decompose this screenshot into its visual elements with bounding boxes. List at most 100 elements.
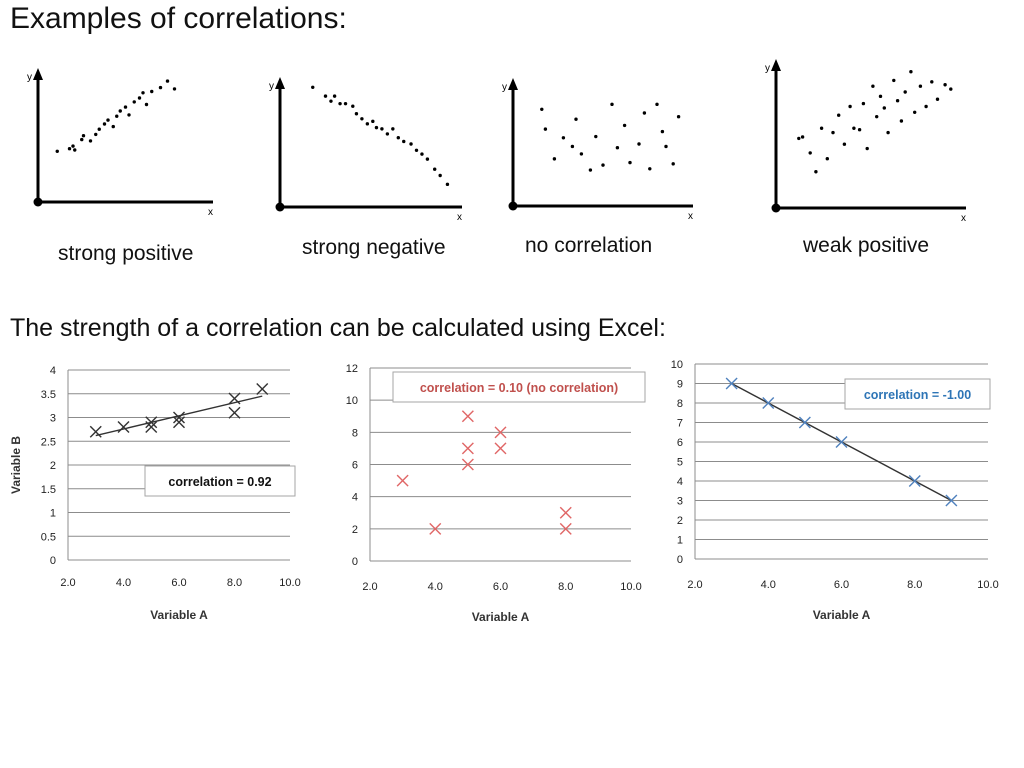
marker-stroke <box>494 426 507 439</box>
excel-heading: The strength of a correlation can be cal… <box>10 314 666 342</box>
data-point <box>892 78 896 83</box>
y-tick-label: 2 <box>352 524 358 536</box>
data-point <box>132 100 136 104</box>
x-tick-label: 2.0 <box>60 577 75 589</box>
data-point <box>552 157 557 161</box>
x-tick-label: 2.0 <box>687 579 702 591</box>
data-point <box>861 101 866 106</box>
data-point <box>94 132 98 137</box>
x-tick-label: 10.0 <box>977 579 998 591</box>
data-point <box>391 127 395 131</box>
marker-stroke <box>145 421 158 433</box>
data-point <box>664 144 668 149</box>
y-tick-label: 5 <box>677 457 683 469</box>
y-tick-label: 4 <box>677 476 683 488</box>
data-point <box>918 84 923 88</box>
data-point-marker <box>396 474 409 487</box>
data-point <box>420 152 424 156</box>
marker-stroke <box>228 392 241 405</box>
data-point <box>360 117 364 121</box>
y-tick-label: 2 <box>677 515 683 527</box>
data-point <box>343 101 348 106</box>
data-point <box>800 135 805 139</box>
y-axis-label: y <box>765 63 770 74</box>
y-tick-label: 9 <box>677 379 683 391</box>
data-point <box>365 122 370 126</box>
chart-positive: 0 0.5 1 1.5 2 2.5 3 3.5 4 2.0 4.0 6.0 8.0 10.0 Variabl… <box>0 362 301 632</box>
data-point-marker <box>173 416 185 429</box>
data-point <box>655 102 659 107</box>
data-point <box>615 146 620 150</box>
data-point <box>819 126 824 130</box>
data-point <box>825 157 829 161</box>
marker-stroke <box>461 410 474 423</box>
y-tick-label: 1.5 <box>41 484 56 496</box>
marker-stroke <box>494 442 507 455</box>
data-point <box>878 94 883 99</box>
data-point <box>930 80 934 84</box>
data-point <box>913 110 917 114</box>
y-tick-label: 3 <box>677 496 683 508</box>
data-point <box>55 149 59 153</box>
y-tick-label: 3.5 <box>41 389 56 401</box>
data-point-marker <box>173 411 185 424</box>
origin-dot <box>33 197 43 207</box>
y-tick-label: 0.5 <box>41 531 56 543</box>
data-point <box>150 89 154 94</box>
data-point-marker <box>559 506 572 519</box>
data-point-marker <box>145 416 158 429</box>
x-axis-label: x <box>457 212 462 223</box>
x-tick-label: 6.0 <box>834 579 849 591</box>
annotation-box <box>844 378 991 410</box>
data-point-marker <box>494 426 507 439</box>
data-point-marker <box>559 522 572 535</box>
data-point <box>402 139 406 144</box>
y-tick-label: 1 <box>677 535 683 547</box>
data-point <box>141 91 145 95</box>
x-tick-label: 8.0 <box>558 581 573 593</box>
x-tick-label: 4.0 <box>116 577 131 589</box>
x-tick-label: 8.0 <box>227 577 242 589</box>
marker-stroke <box>396 474 409 487</box>
data-point <box>831 130 835 135</box>
correlation-annotation: correlation = -1.00 <box>864 388 971 402</box>
data-point <box>88 139 93 143</box>
data-point <box>903 90 907 94</box>
data-point <box>594 134 598 139</box>
caption-no-correlation: no correlation <box>525 234 653 257</box>
data-point <box>102 122 107 126</box>
data-point <box>118 109 122 113</box>
y-axis-arrow <box>33 68 43 80</box>
x-tick-label: 8.0 <box>907 579 922 591</box>
x-tick-label: 6.0 <box>171 577 186 589</box>
x-axis-label: x <box>961 213 966 224</box>
x-axis-title: Variable A <box>472 610 530 624</box>
data-point <box>648 167 652 171</box>
data-point <box>622 123 627 128</box>
data-point <box>165 79 170 83</box>
data-point <box>601 163 605 167</box>
data-point <box>106 118 110 122</box>
data-point <box>875 114 879 119</box>
y-tick-label: 0 <box>50 555 56 567</box>
data-point <box>637 142 641 146</box>
marker-stroke <box>145 416 158 429</box>
data-point-marker <box>228 392 241 405</box>
x-tick-label: 10.0 <box>279 577 300 589</box>
data-point <box>540 107 544 111</box>
data-point <box>438 173 442 178</box>
data-point <box>115 114 119 118</box>
data-point <box>371 119 375 124</box>
annotation-box <box>144 465 296 497</box>
data-point <box>97 127 101 131</box>
data-point-marker <box>762 397 775 409</box>
data-point-marker <box>429 522 442 535</box>
data-point-marker <box>461 442 474 455</box>
data-point <box>852 126 856 130</box>
sketch-strong-negative-svg: yx <box>269 77 462 223</box>
data-point <box>338 101 342 106</box>
data-point <box>871 84 875 88</box>
chart-no-correlation-svg: 0 2 4 6 8 10 12 2.0 4.0 6.0 8.0 10.0 Variable A corre… <box>346 363 646 624</box>
data-point-marker <box>461 410 474 423</box>
